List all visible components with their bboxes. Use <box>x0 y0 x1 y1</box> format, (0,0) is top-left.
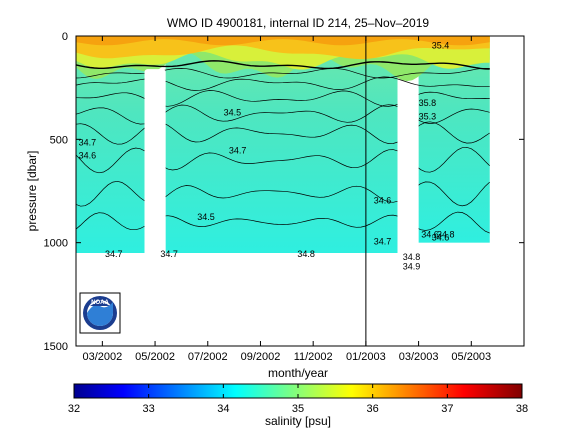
colorbar-tick-label: 37 <box>441 403 453 415</box>
contour-label: 34.7 <box>160 249 178 259</box>
data-gap-1 <box>397 85 419 346</box>
y-tick-label: 500 <box>50 134 68 146</box>
y-tick-label: 0 <box>62 31 68 43</box>
surface-layer-band <box>76 36 490 60</box>
y-tick-label: 1000 <box>44 238 68 250</box>
svg-text:NOAA: NOAA <box>91 300 109 306</box>
contour-label: 34.5 <box>224 107 242 117</box>
contour-label: 34.6 <box>374 195 392 205</box>
y-tick-label: 1500 <box>44 341 68 353</box>
y-axis-label: pressure [dbar] <box>25 151 39 232</box>
y-axis: 0 500 1000 1500 <box>44 31 524 353</box>
surface-max-band <box>76 36 490 46</box>
x-tick-label: 03/2002 <box>82 351 122 363</box>
colorbar-ticks: 32 33 34 35 36 37 38 <box>68 384 528 415</box>
noaa-logo: NOAA <box>79 292 121 334</box>
contour-label: 34.7 <box>105 249 123 259</box>
contour-label: 34.8 <box>297 249 315 259</box>
colorbar-tick-label: 35 <box>292 403 304 415</box>
data-gap-0 <box>144 69 166 346</box>
x-tick-label: 03/2003 <box>399 351 439 363</box>
contour-label: 34.7 <box>79 137 97 147</box>
salinity-field <box>76 36 490 346</box>
colorbar-tick-label: 34 <box>217 403 229 415</box>
contour-label: 35.8 <box>419 98 437 108</box>
contour-label: 35.4 <box>432 40 450 50</box>
x-tick-label: 09/2002 <box>241 351 281 363</box>
chart-title: WMO ID 4900181, internal ID 214, 25–Nov–… <box>167 16 429 30</box>
x-tick-label: 05/2003 <box>451 351 491 363</box>
contour-label: 34.6 <box>79 150 97 160</box>
x-axis-label: month/year <box>268 366 328 380</box>
contour-label: 34.7 <box>229 146 247 156</box>
colorbar-tick-label: 38 <box>516 403 528 415</box>
x-tick-label: 01/2003 <box>346 351 386 363</box>
colorbar-tick-label: 32 <box>68 403 80 415</box>
contour-label: 34.8 <box>403 252 421 262</box>
x-axis: 03/2002 05/2002 07/2002 09/2002 11/2002 01/20… <box>82 36 491 363</box>
contour-labels: 34.734.634.534.734.534.634.734.634.634.8… <box>79 40 455 271</box>
contour-label: 34.9 <box>403 261 421 271</box>
contour-label: 34.7 <box>374 237 392 247</box>
colorbar-label: salinity [psu] <box>265 414 331 428</box>
data-column-2 <box>418 36 490 243</box>
x-tick-label: 07/2002 <box>188 351 228 363</box>
contour-label: 34.6 <box>421 229 439 239</box>
colorbar-tick-label: 33 <box>143 403 155 415</box>
x-tick-label: 11/2002 <box>294 351 333 363</box>
contour-label: 35.3 <box>419 112 437 122</box>
colorbar-tick-label: 36 <box>367 403 379 415</box>
contour-label: 34.6 <box>432 233 450 243</box>
plot-frame <box>75 35 525 347</box>
contour-label: 34.5 <box>197 212 215 222</box>
contour-line <box>76 60 490 70</box>
x-tick-label: 05/2002 <box>135 351 175 363</box>
contour-label: 34.8 <box>437 229 455 239</box>
